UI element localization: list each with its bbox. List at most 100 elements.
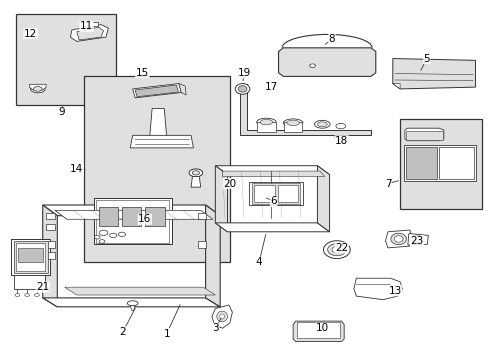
Bar	[145, 207, 164, 226]
Text: 17: 17	[264, 82, 277, 92]
Ellipse shape	[309, 64, 315, 67]
Polygon shape	[132, 84, 181, 98]
Bar	[46, 252, 55, 258]
Ellipse shape	[15, 294, 20, 296]
Polygon shape	[317, 166, 329, 232]
Bar	[46, 242, 55, 248]
Bar	[251, 183, 300, 203]
Bar	[438, 147, 473, 179]
Polygon shape	[407, 234, 427, 245]
Polygon shape	[211, 305, 232, 328]
Ellipse shape	[34, 294, 39, 296]
Polygon shape	[392, 84, 399, 89]
Text: 15: 15	[136, 68, 149, 78]
Text: 23: 23	[409, 236, 423, 246]
Polygon shape	[392, 59, 474, 89]
Ellipse shape	[260, 120, 272, 125]
Bar	[405, 147, 436, 179]
Polygon shape	[215, 166, 329, 175]
Polygon shape	[353, 278, 402, 300]
Ellipse shape	[323, 241, 349, 258]
Ellipse shape	[335, 123, 345, 129]
Ellipse shape	[256, 118, 276, 126]
Polygon shape	[42, 205, 57, 307]
Text: 9: 9	[59, 107, 65, 117]
Ellipse shape	[94, 235, 100, 239]
Text: 14: 14	[70, 164, 83, 174]
Text: 6: 6	[270, 197, 276, 206]
Ellipse shape	[327, 244, 346, 256]
Bar	[18, 248, 43, 262]
Bar	[46, 213, 55, 219]
Ellipse shape	[235, 84, 249, 94]
Ellipse shape	[219, 314, 224, 319]
Bar	[122, 207, 141, 226]
Bar	[399, 119, 481, 208]
Text: 4: 4	[255, 257, 262, 267]
Text: 2: 2	[120, 327, 126, 337]
Bar	[249, 182, 302, 205]
Ellipse shape	[109, 233, 117, 238]
Ellipse shape	[99, 240, 105, 243]
Polygon shape	[30, 84, 46, 90]
Ellipse shape	[127, 301, 138, 306]
Polygon shape	[42, 298, 220, 307]
Polygon shape	[191, 176, 201, 187]
Polygon shape	[292, 321, 344, 342]
Bar	[277, 185, 297, 202]
Text: 18: 18	[334, 136, 347, 146]
Text: 13: 13	[388, 286, 401, 296]
Polygon shape	[215, 223, 329, 232]
Ellipse shape	[283, 119, 302, 127]
Bar	[94, 198, 171, 244]
Text: 1: 1	[163, 329, 170, 339]
Polygon shape	[130, 135, 193, 148]
Bar	[198, 242, 205, 248]
Ellipse shape	[331, 247, 341, 253]
Ellipse shape	[25, 294, 30, 296]
Polygon shape	[149, 109, 166, 137]
Bar	[257, 122, 275, 132]
Polygon shape	[64, 287, 215, 295]
Ellipse shape	[33, 87, 42, 91]
Bar	[99, 207, 118, 226]
Text: 8: 8	[328, 34, 335, 44]
Polygon shape	[55, 210, 212, 219]
Bar	[296, 322, 340, 338]
Bar	[84, 76, 229, 262]
Ellipse shape	[411, 235, 423, 243]
Bar	[46, 224, 55, 230]
Polygon shape	[130, 306, 135, 310]
Polygon shape	[222, 171, 324, 176]
Ellipse shape	[390, 233, 406, 245]
Bar	[403, 145, 475, 181]
Text: 11: 11	[80, 21, 93, 31]
Bar	[16, 243, 45, 271]
Ellipse shape	[238, 86, 246, 92]
Bar	[14, 275, 45, 289]
Polygon shape	[70, 24, 108, 41]
Ellipse shape	[216, 311, 227, 322]
Bar	[11, 239, 50, 275]
Text: 19: 19	[237, 68, 251, 78]
Polygon shape	[278, 48, 375, 76]
Text: 20: 20	[223, 179, 236, 189]
Text: 10: 10	[315, 323, 328, 333]
Polygon shape	[179, 84, 186, 95]
Bar	[83, 22, 98, 26]
Polygon shape	[135, 85, 178, 97]
Text: 7: 7	[384, 179, 390, 189]
Bar	[198, 213, 205, 219]
Bar	[284, 122, 302, 132]
Ellipse shape	[192, 171, 199, 175]
Ellipse shape	[99, 230, 108, 235]
Bar	[96, 200, 169, 243]
Text: 16: 16	[138, 214, 151, 224]
Polygon shape	[215, 166, 227, 232]
Ellipse shape	[118, 232, 125, 237]
Polygon shape	[205, 205, 220, 307]
Polygon shape	[239, 84, 370, 135]
Text: 22: 22	[334, 243, 347, 253]
Ellipse shape	[286, 120, 299, 126]
Text: 3: 3	[212, 323, 218, 333]
